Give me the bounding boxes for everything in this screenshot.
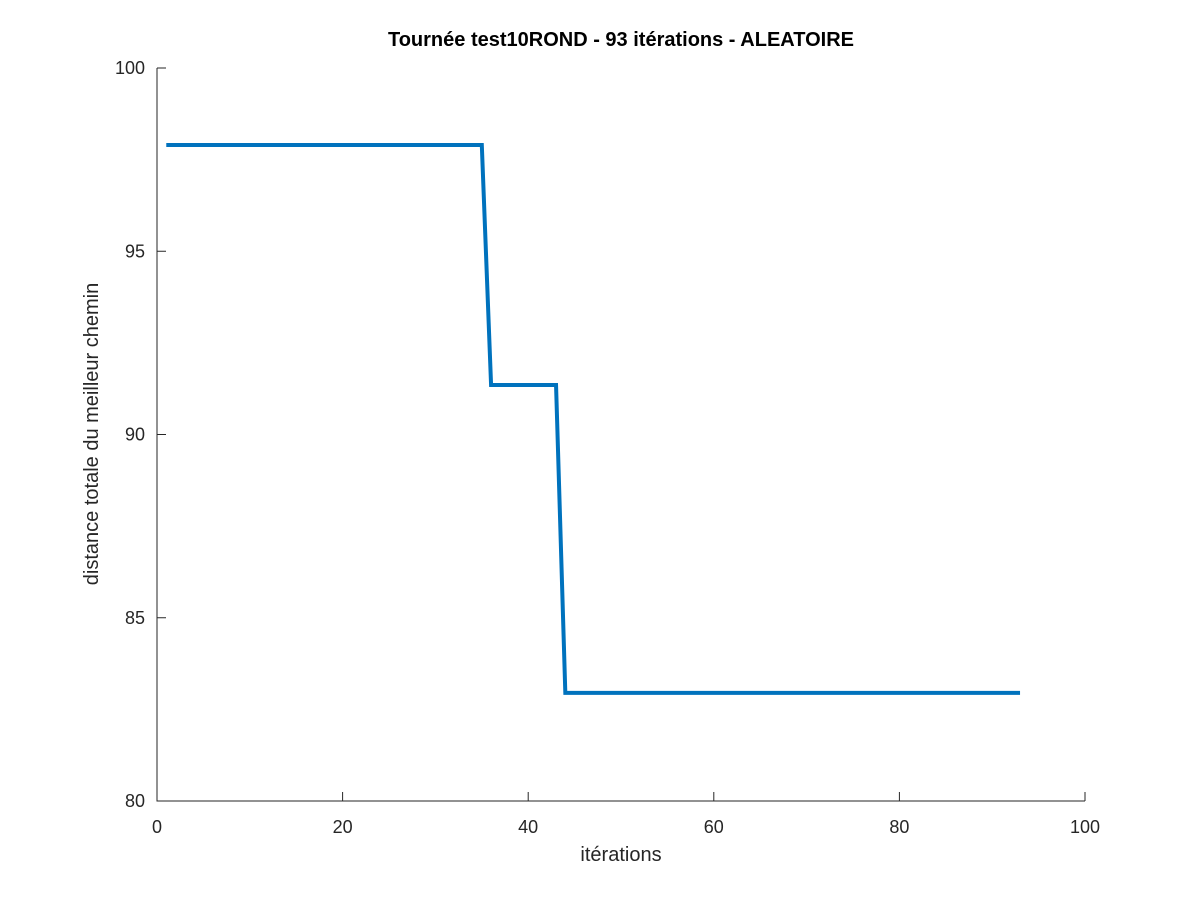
y-tick-label: 95	[125, 241, 145, 261]
y-axis: 80 85 90 95 100	[115, 58, 166, 811]
series-line	[166, 142, 1021, 695]
x-tick-label: 80	[889, 817, 909, 837]
y-tick-label: 90	[125, 425, 145, 445]
x-tick-label: 60	[704, 817, 724, 837]
y-tick-label: 100	[115, 58, 145, 78]
x-tick-label: 20	[333, 817, 353, 837]
x-axis-label: itérations	[580, 844, 661, 866]
series-group	[166, 142, 1021, 695]
x-tick-label: 0	[152, 817, 162, 837]
y-tick-label: 85	[125, 608, 145, 628]
y-tick-label: 80	[125, 791, 145, 811]
x-axis: 0 20 40 60 80 100	[152, 792, 1100, 837]
x-tick-label: 100	[1070, 817, 1100, 837]
x-tick-label: 40	[518, 817, 538, 837]
plot-area: 0 20 40 60 80 100 80 85 90 95 100	[115, 58, 1100, 837]
chart-title: Tournée test10ROND - 93 itérations - ALE…	[388, 29, 854, 51]
y-axis-label: distance totale du meilleur chemin	[81, 283, 103, 585]
